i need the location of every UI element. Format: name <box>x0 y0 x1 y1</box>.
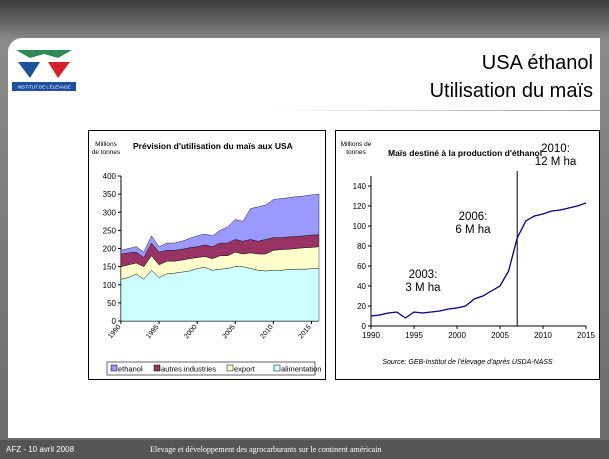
legend-label: autres industries <box>161 365 216 374</box>
chart-left: Millions de tonnes Prévision d'utilisati… <box>88 130 326 380</box>
x-tick-label: 1990 <box>362 331 380 340</box>
chart-right: Millions de tonnes Maïs destiné à la pro… <box>335 130 600 380</box>
x-tick-label: 2015 <box>577 331 595 340</box>
logo-green <box>16 50 72 58</box>
footer-left: AFZ - 10 avril 2008 <box>6 445 75 454</box>
y-tick-label: 200 <box>103 245 117 254</box>
y-tick-label: 350 <box>103 190 117 199</box>
x-tick-label: 2010 <box>534 331 552 340</box>
chart-title: Prévision d'utilisation du maïs aux USA <box>133 141 293 151</box>
slide-subtitle: Utilisation du maïs <box>429 80 593 102</box>
x-tick-label: 1995 <box>145 324 160 341</box>
y-tick-label: 50 <box>107 299 116 308</box>
area <box>120 266 320 322</box>
area <box>120 193 320 258</box>
x-tick-label: 2005 <box>491 331 509 340</box>
y-tick-label: 250 <box>103 226 117 235</box>
y-tick-label: 0 <box>362 322 367 331</box>
logo-blue <box>18 62 40 78</box>
slide-title: USA éthanol <box>481 52 593 74</box>
y-tick-label: 100 <box>353 222 367 231</box>
source: Source: GEB-Institut de l'élevage d'aprè… <box>382 359 553 366</box>
y-tick-label: 20 <box>357 302 366 311</box>
logo-band <box>12 82 76 91</box>
x-tick-label: 1990 <box>107 324 122 341</box>
footer-center: Elevage et développement des agrocarbura… <box>150 445 382 454</box>
x-tick-label: 2000 <box>448 331 466 340</box>
legend-swatch <box>273 364 281 372</box>
y-tick-label: 140 <box>353 182 367 191</box>
x-tick-label: 2005 <box>221 324 236 341</box>
legend-label: alimentation <box>281 365 321 374</box>
logo-red <box>48 62 70 78</box>
y-tick-label: 120 <box>353 202 367 211</box>
legend-swatch <box>153 364 161 372</box>
y-axis-label: Millions de tonnes <box>91 141 121 156</box>
logo: INSTITUT DE L'ÉLEVAGE <box>12 44 76 91</box>
title-rule <box>265 110 600 111</box>
y-tick-label: 100 <box>103 281 117 290</box>
x-tick-label: 2000 <box>183 324 198 341</box>
x-tick-label: 1995 <box>405 331 423 340</box>
y-tick-label: 40 <box>357 282 366 291</box>
y-tick-label: 400 <box>103 172 117 181</box>
y-tick-label: 80 <box>357 242 366 251</box>
legend-label: ethanol <box>118 365 143 374</box>
legend-label: export <box>234 365 256 374</box>
logo-text: INSTITUT DE L'ÉLEVAGE <box>18 84 71 90</box>
annotation: 2010: 12 M ha <box>534 143 577 168</box>
x-tick-label: 2010 <box>259 324 274 341</box>
annotation: 2006: 6 M ha <box>455 211 491 236</box>
y-tick-label: 150 <box>103 263 117 272</box>
chart-title: Maïs destiné à la production d'éthanol <box>388 148 543 158</box>
y-tick-label: 60 <box>357 262 366 271</box>
line <box>370 202 587 319</box>
x-tick-label: 2015 <box>298 324 313 341</box>
y-tick-label: 300 <box>103 208 117 217</box>
footer: AFZ - 10 avril 2008 Elevage et développe… <box>0 440 609 459</box>
plot: 0 20 40 60 80 100 120 140 1990 1995 2000 2005 2010 20… <box>353 171 595 340</box>
y-axis-label: Millions de tonnes <box>340 141 372 156</box>
plot: 0 50 100 150 200 250 300 350 400 1990 1995 2000 2005… <box>103 172 321 376</box>
y-tick-label: 0 <box>112 317 117 326</box>
annotation: 2003: 3 M ha <box>405 269 441 294</box>
legend-swatch <box>110 364 118 372</box>
legend-swatch <box>226 364 234 372</box>
